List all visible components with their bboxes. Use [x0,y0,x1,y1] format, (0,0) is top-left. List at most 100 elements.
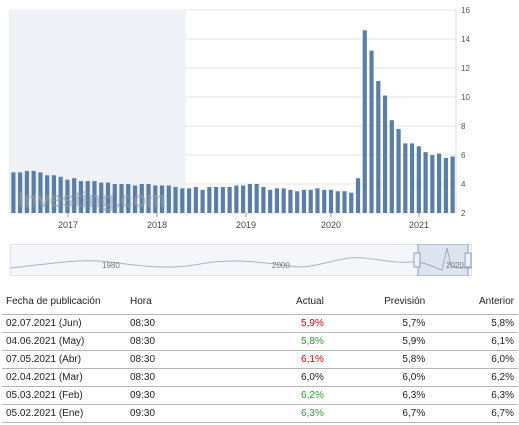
bar[interactable] [11,172,16,213]
bar[interactable] [31,170,36,213]
bar[interactable] [362,30,367,213]
bar[interactable] [220,186,225,213]
bar[interactable] [153,185,158,213]
bar[interactable] [416,146,421,213]
bar[interactable] [24,170,29,213]
bar[interactable] [315,188,320,213]
bar[interactable] [295,191,300,213]
bar[interactable] [159,185,165,213]
bar[interactable] [281,188,286,213]
bar[interactable] [99,182,104,213]
bar[interactable] [146,184,151,213]
bar[interactable] [247,184,252,213]
cell-date: 02.07.2021 (Jun) [2,314,126,333]
bar[interactable] [132,185,138,213]
y-tick-label: 10 [461,93,470,102]
cell-time: 08:30 [126,350,254,369]
watermark-text: Investing.com [18,187,166,212]
bar[interactable] [430,155,435,213]
table-row: 07.05.2021 (Abr) 08:30 6,1% 5,8% 6,0% [2,350,518,369]
bar[interactable] [186,188,192,213]
bar[interactable] [423,152,428,213]
bar[interactable] [274,188,280,213]
bar[interactable] [85,181,90,213]
navigator-label-2000: 2000 [272,261,290,270]
bar[interactable] [328,189,334,213]
cell-forecast: 6,7% [327,404,430,423]
bar[interactable] [207,186,212,213]
cell-date: 07.05.2021 (Abr) [2,350,126,369]
bar[interactable] [268,189,273,213]
bar[interactable] [214,186,219,213]
bar[interactable] [288,189,293,213]
bar[interactable] [72,178,77,213]
range-navigator[interactable]: 1980 2000 2020 [10,244,472,276]
bars [11,30,455,213]
bar[interactable] [261,186,266,213]
bar[interactable] [38,172,43,213]
bar[interactable] [139,184,144,213]
cell-forecast: 5,8% [327,350,430,369]
x-tick-label: 2021 [409,220,429,230]
bar[interactable] [200,189,205,213]
bar[interactable] [389,120,394,213]
bar[interactable] [227,186,232,213]
cell-actual: 6,0% [254,368,328,387]
bar[interactable] [45,175,50,213]
table-row: 02.04.2021 (Mar) 08:30 6,0% 6,0% 6,2% [2,368,518,387]
bar[interactable] [173,186,178,213]
cell-date: 05.02.2021 (Ene) [2,404,126,423]
bar[interactable] [254,184,259,213]
bar[interactable] [308,189,313,213]
navigator-selection[interactable] [417,244,469,276]
bar[interactable] [355,178,361,213]
cell-actual: 6,3% [254,404,328,423]
bar[interactable] [335,191,340,213]
bar[interactable] [18,172,23,213]
bar[interactable] [369,50,374,213]
bar[interactable] [58,176,63,213]
y-tick-label: 16 [461,6,470,15]
bar[interactable] [241,185,246,213]
bar[interactable] [51,175,57,213]
bar[interactable] [92,181,97,213]
bar[interactable] [450,156,455,213]
bar[interactable] [301,189,307,213]
bar[interactable] [349,192,354,213]
bar[interactable] [105,182,111,213]
bar[interactable] [78,181,84,213]
navigator-left-handle[interactable] [413,252,421,268]
bar[interactable] [403,143,408,213]
bar[interactable] [65,179,70,213]
bar[interactable] [376,81,381,213]
bar[interactable] [193,186,198,213]
bar[interactable] [322,189,327,213]
releases-table: Fecha de publicación Hora Actual Previsi… [2,290,518,423]
table-row: 02.07.2021 (Jun) 08:30 5,9% 5,7% 5,8% [2,314,518,333]
cell-previous: 6,7% [429,404,518,423]
y-tick-label: 2 [461,209,466,218]
header-previous: Anterior [429,290,518,315]
x-tick-label: 2019 [236,220,256,230]
table-row: 04.06.2021 (May) 08:30 5,8% 5,9% 6,1% [2,332,518,351]
bar[interactable] [409,143,415,213]
bar[interactable] [112,184,117,213]
navigator-right-handle[interactable] [464,252,472,268]
bar[interactable] [234,185,239,213]
bar[interactable] [126,184,131,213]
bar[interactable] [443,157,448,213]
bar[interactable] [396,128,401,213]
cell-date: 04.06.2021 (May) [2,332,126,351]
bar[interactable] [166,185,171,213]
bar[interactable] [119,184,124,213]
header-forecast: Previsión [327,290,430,315]
bar[interactable] [437,153,442,213]
table-row: 05.03.2021 (Feb) 09:30 6,2% 6,3% 6,3% [2,386,518,405]
bar[interactable] [180,188,185,213]
cell-time: 08:30 [126,332,254,351]
bar[interactable] [342,191,347,213]
bar[interactable] [382,95,388,213]
cell-actual: 5,8% [254,332,328,351]
cell-actual: 5,9% [254,314,328,333]
